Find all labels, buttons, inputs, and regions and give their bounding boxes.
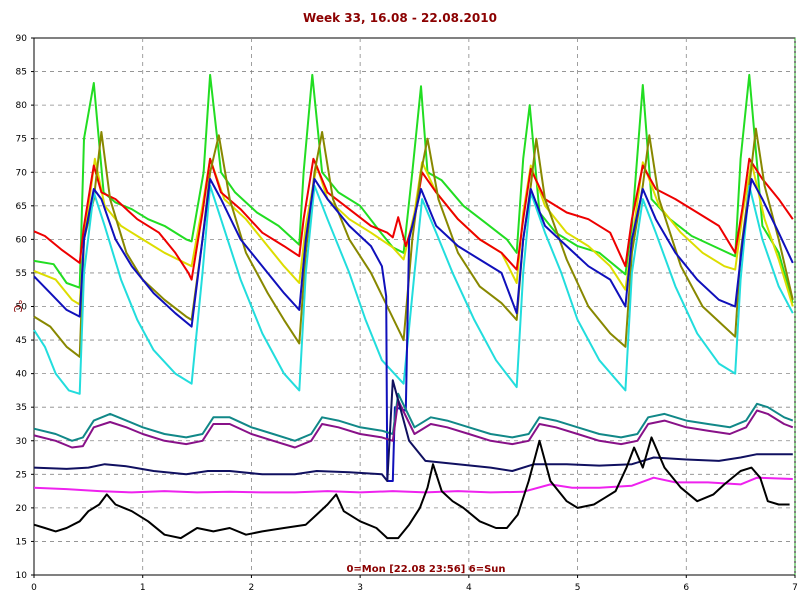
x-tick-label: 2	[249, 583, 255, 593]
series-line-1	[33, 73, 794, 304]
y-axis-label: °C	[11, 299, 24, 313]
x-tick-label: 6	[683, 583, 689, 593]
y-tick-label: 15	[16, 537, 27, 547]
series-line-9	[33, 379, 793, 482]
x-tick-label: 1	[140, 583, 146, 593]
series-line-3	[33, 157, 794, 281]
y-tick-label: 45	[16, 336, 27, 346]
chart-title: Week 33, 16.08 - 22.08.2010	[303, 11, 497, 25]
series-line-4	[33, 127, 794, 358]
x-tick-label: 0	[31, 583, 37, 593]
y-tick-label: 25	[16, 470, 27, 480]
y-tick-label: 75	[16, 135, 27, 145]
y-tick-label: 55	[16, 269, 27, 279]
y-tick-label: 65	[16, 202, 27, 212]
x-tick-label: 7	[792, 583, 798, 593]
grid	[34, 38, 795, 575]
series-line-8	[33, 399, 794, 449]
x-axis-ticks: 0 1 2 3 4 5 6 7	[31, 575, 798, 593]
series-line-7	[33, 392, 794, 442]
y-tick-label: 85	[16, 68, 27, 78]
x-tick-label: 5	[575, 583, 581, 593]
y-tick-label: 30	[16, 437, 28, 447]
y-tick-label: 60	[16, 235, 28, 245]
x-tick-label: 4	[466, 583, 472, 593]
y-tick-label: 10	[16, 571, 28, 581]
y-tick-label: 20	[16, 504, 28, 514]
series-line-5	[33, 184, 794, 395]
y-tick-label: 35	[16, 403, 27, 413]
y-tick-label: 50	[16, 303, 28, 313]
y-axis-ticks: 10 15 20 25 30 35 40 45 50 55 60 65 70 75 80 85 90	[16, 34, 34, 581]
x-tick-label: 3	[357, 583, 363, 593]
series-line-6	[33, 178, 794, 482]
y-tick-label: 70	[16, 168, 28, 178]
y-tick-label: 90	[16, 34, 28, 44]
series-line-11	[33, 436, 790, 540]
y-tick-label: 80	[16, 101, 28, 111]
y-tick-label: 40	[16, 370, 28, 380]
x-axis-footer: 0=Mon [22.08 23:56] 6=Sun	[346, 564, 505, 575]
series-group	[33, 73, 794, 540]
